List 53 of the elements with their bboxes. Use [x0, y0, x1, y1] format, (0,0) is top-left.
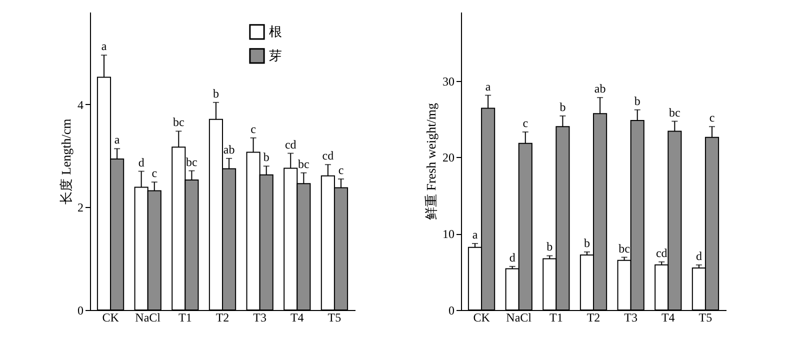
- data-label: cd: [284, 137, 296, 152]
- x-tick-label: T3: [253, 310, 266, 324]
- x-tick-label: NaCl: [135, 310, 162, 324]
- data-label: c: [522, 116, 528, 130]
- legend-label: 根: [269, 24, 282, 39]
- data-label: bc: [618, 241, 630, 256]
- data-label: a: [472, 228, 478, 242]
- data-label: b: [546, 240, 553, 254]
- x-tick-label: T4: [661, 310, 675, 324]
- data-label: b: [263, 150, 270, 164]
- data-label: d: [696, 248, 702, 263]
- data-label: ab: [223, 142, 235, 156]
- y-tick-label: 20: [442, 150, 454, 165]
- legend-label: 芽: [269, 48, 282, 63]
- data-label: bc: [669, 105, 680, 120]
- data-label: b: [212, 86, 219, 100]
- x-tick-label: NaCl: [506, 310, 532, 324]
- x-tick-label: T1: [178, 310, 192, 324]
- data-label: cd: [656, 246, 668, 260]
- data-label: bc: [298, 156, 310, 171]
- data-label: b: [634, 94, 640, 108]
- x-tick-label: CK: [102, 310, 120, 324]
- data-label: a: [485, 79, 492, 94]
- x-tick-label: T3: [624, 310, 638, 324]
- data-label: cd: [322, 148, 334, 163]
- y-tick-label: 2: [78, 200, 84, 215]
- data-label: ab: [594, 82, 606, 96]
- data-label: b: [560, 100, 566, 114]
- data-label: c: [338, 162, 344, 177]
- data-label: bc: [186, 154, 198, 169]
- y-tick-label: 4: [78, 98, 84, 112]
- data-label: d: [138, 155, 144, 170]
- y-tick-label: 0: [78, 304, 84, 318]
- data-label: a: [114, 132, 120, 147]
- data-label: a: [101, 39, 108, 54]
- x-tick-label: CK: [473, 310, 490, 324]
- x-tick-label: T2: [586, 310, 600, 324]
- y-axis-title: 鲜重 Fresh weight/mg: [424, 102, 438, 220]
- data-label: d: [509, 250, 516, 264]
- y-tick-label: 0: [448, 304, 454, 318]
- x-tick-label: T5: [328, 310, 342, 324]
- data-label: c: [250, 122, 256, 136]
- x-tick-label: T5: [698, 310, 712, 324]
- data-label: c: [152, 166, 158, 180]
- y-tick-label: 10: [442, 227, 454, 242]
- x-tick-label: T1: [550, 310, 563, 324]
- y-tick-label: 30: [442, 74, 454, 88]
- data-label: c: [709, 110, 715, 125]
- data-label: b: [584, 236, 590, 250]
- data-label: bc: [172, 115, 184, 130]
- y-axis-title: 长度 Length/cm: [58, 118, 74, 204]
- x-tick-label: T2: [216, 310, 230, 324]
- x-tick-label: T4: [290, 310, 304, 324]
